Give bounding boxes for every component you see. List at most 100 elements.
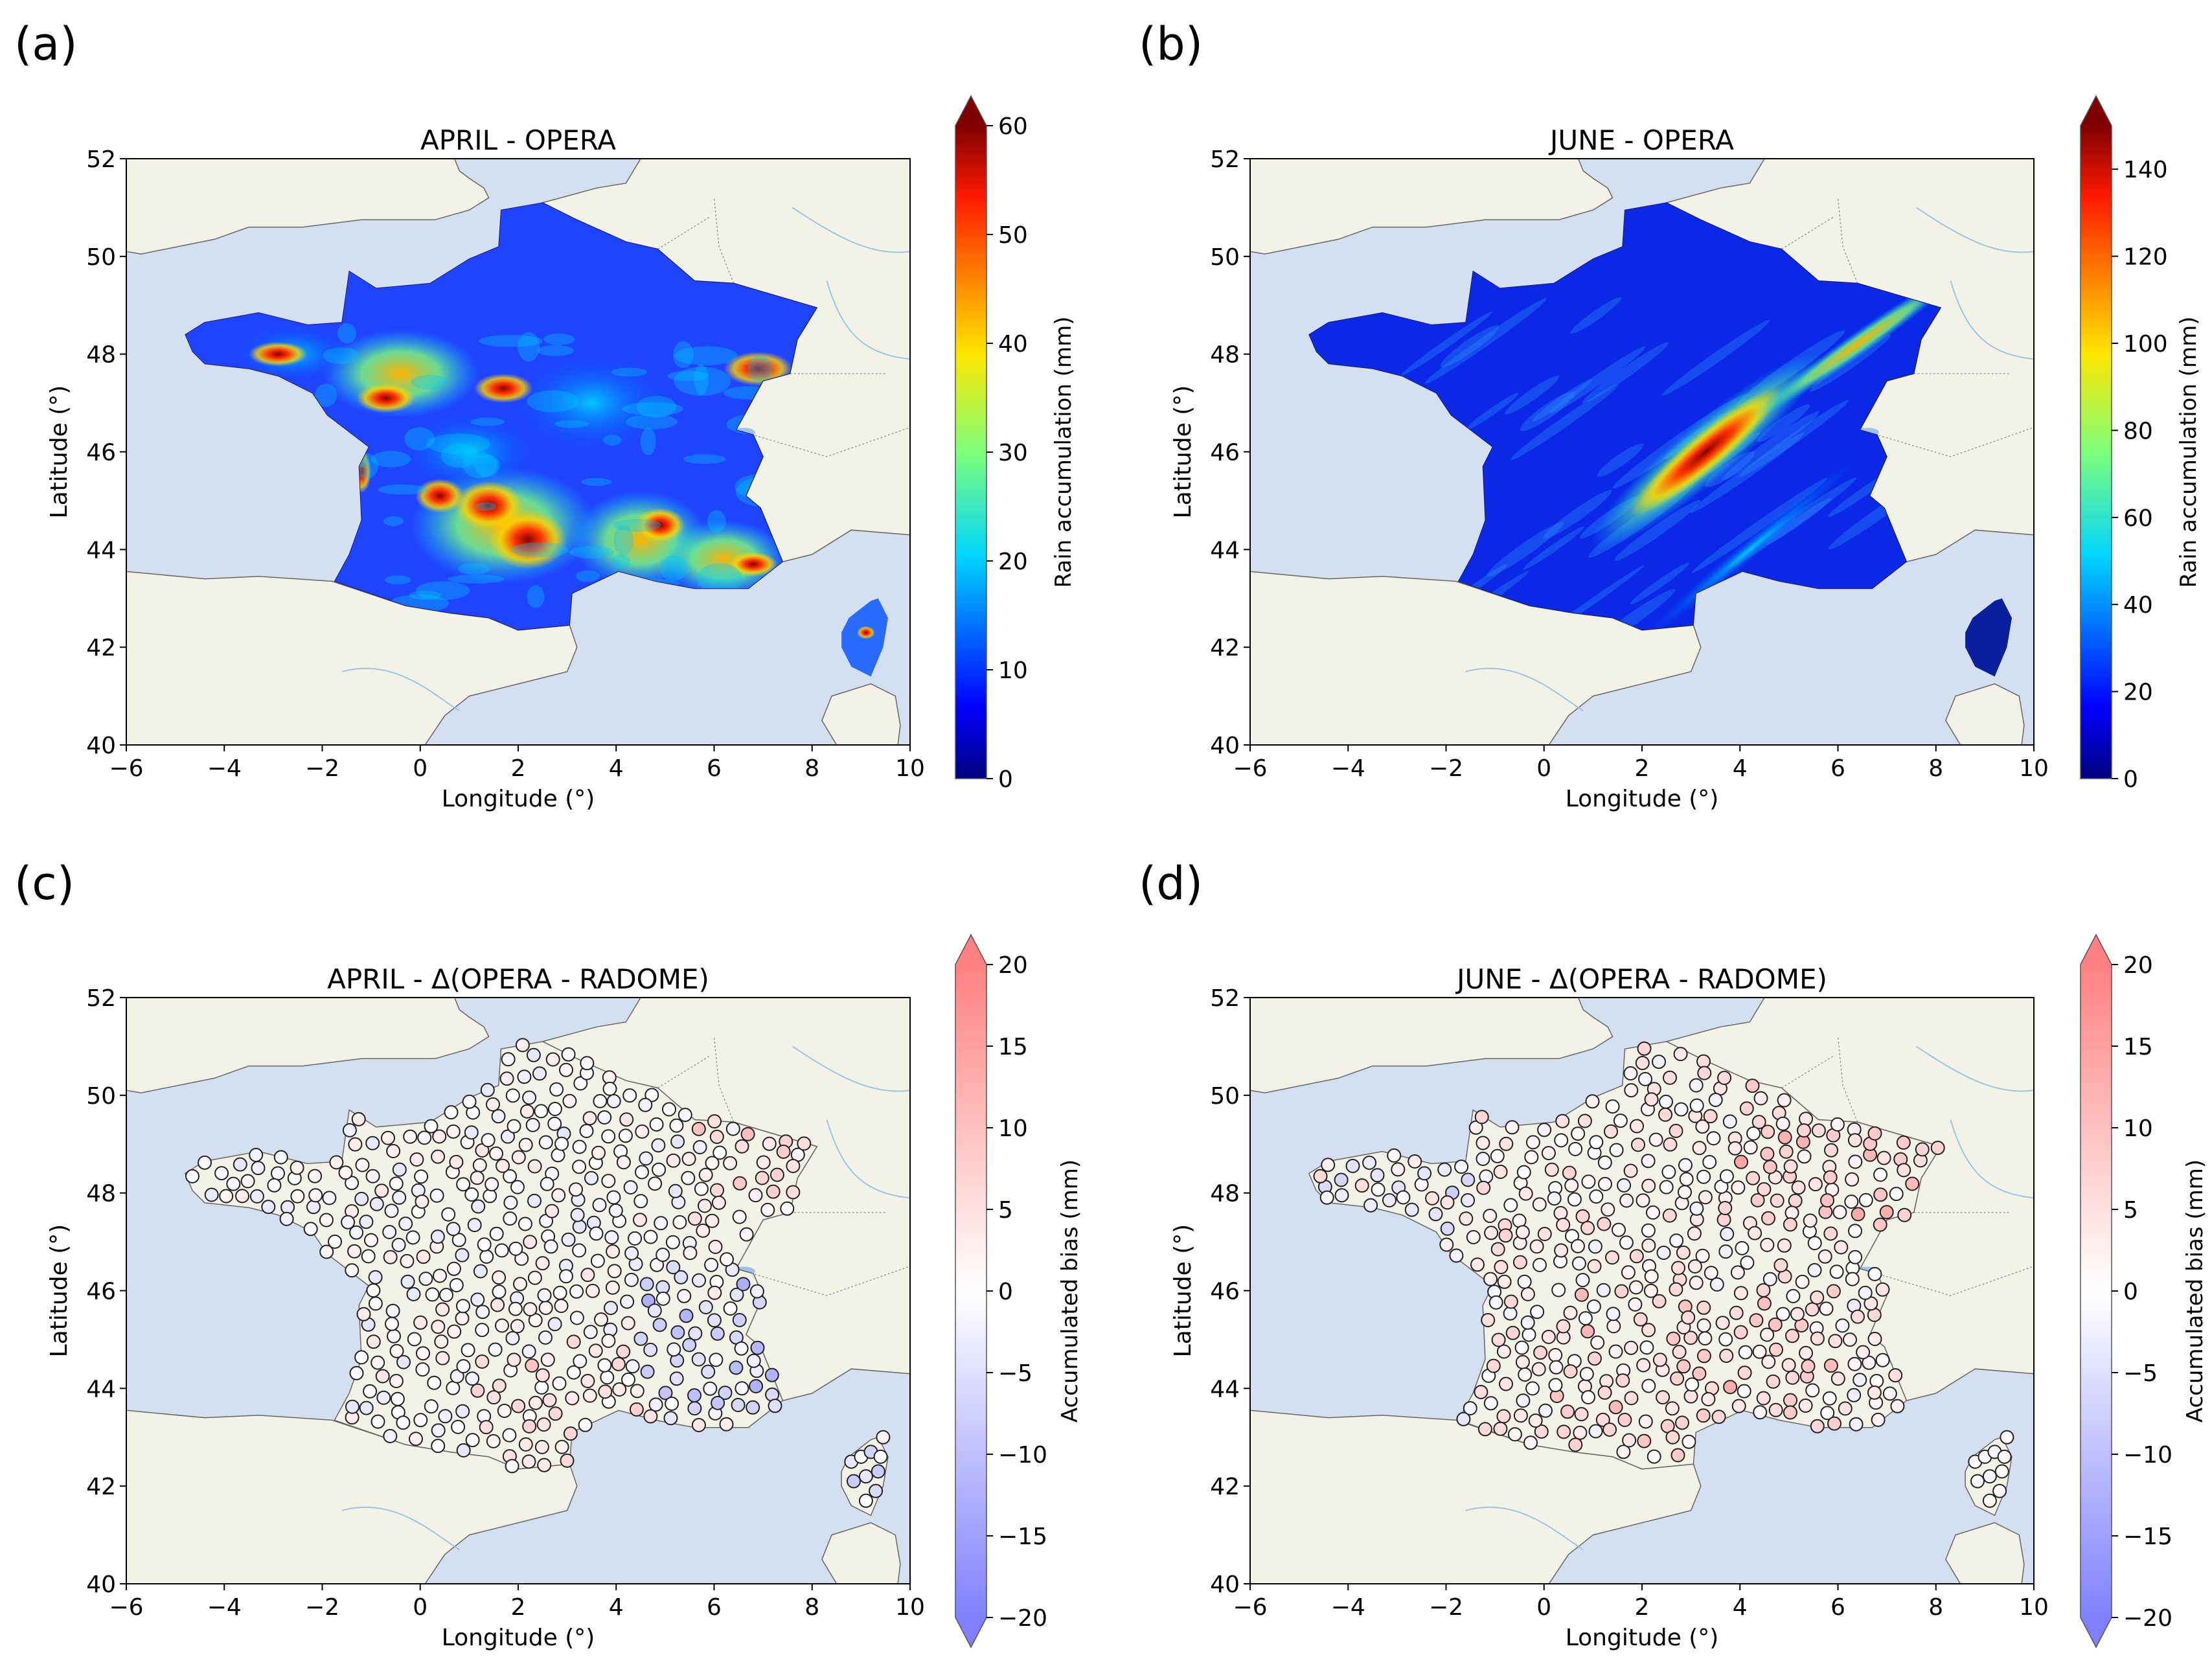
station-marker xyxy=(1382,1193,1397,1207)
station-marker xyxy=(760,1202,775,1217)
x-tick-label: 6 xyxy=(707,1594,722,1621)
station-marker xyxy=(616,1155,631,1170)
y-tick-label: 42 xyxy=(86,1474,116,1500)
station-marker xyxy=(696,1223,711,1238)
station-marker xyxy=(1554,1133,1569,1148)
station-marker xyxy=(1783,1393,1797,1408)
station-marker xyxy=(1425,1191,1440,1205)
colorbar-tick-label: −20 xyxy=(998,1605,1047,1632)
station-marker xyxy=(1696,1300,1711,1315)
station-marker xyxy=(566,1365,581,1380)
country-borders xyxy=(657,198,910,457)
colorbar-label: Rain accumulation (mm) xyxy=(2176,317,2202,588)
colorbar-extend-top xyxy=(955,96,986,126)
station-marker xyxy=(674,1270,689,1285)
map-title: APRIL - OPERA xyxy=(420,124,616,156)
station-marker xyxy=(1624,1391,1639,1406)
station-marker xyxy=(762,1136,777,1151)
station-marker xyxy=(319,1244,334,1259)
station-marker xyxy=(472,1158,487,1172)
y-axis: 40 42 44 46 48 50 52 Latitude (°) xyxy=(1170,985,1250,1598)
station-marker xyxy=(593,1093,608,1108)
x-tick-label: 0 xyxy=(413,1594,428,1621)
station-marker xyxy=(665,1397,679,1411)
station-marker xyxy=(1589,1189,1604,1204)
station-marker xyxy=(687,1211,702,1226)
station-marker xyxy=(1803,1213,1818,1228)
station-marker xyxy=(1628,1280,1643,1295)
station-marker xyxy=(691,1418,706,1432)
station-marker xyxy=(390,1391,405,1406)
x-tick-label: 4 xyxy=(1733,755,1748,782)
station-marker xyxy=(1685,1377,1700,1392)
station-marker xyxy=(1574,1407,1589,1422)
station-marker xyxy=(1834,1240,1849,1255)
station-marker xyxy=(622,1088,637,1103)
station-marker xyxy=(707,1285,722,1300)
station-marker xyxy=(1646,1205,1660,1220)
station-marker xyxy=(1737,1384,1751,1399)
x-tick-label: 2 xyxy=(1635,1594,1650,1621)
station-marker xyxy=(1672,1345,1687,1360)
station-marker xyxy=(746,1400,760,1415)
station-marker xyxy=(734,1341,749,1356)
station-marker xyxy=(1761,1354,1776,1369)
station-marker xyxy=(396,1354,411,1369)
colorbar-tick-label: 15 xyxy=(2123,1034,2153,1060)
station-marker xyxy=(1737,1365,1752,1380)
station-marker xyxy=(583,1325,598,1340)
station-marker xyxy=(1404,1202,1419,1217)
station-marker xyxy=(364,1233,378,1248)
station-marker xyxy=(505,1331,520,1345)
station-marker xyxy=(290,1160,304,1175)
station-marker xyxy=(473,1264,488,1279)
colorbar-gradient xyxy=(2081,126,2112,779)
sardinia-land xyxy=(821,1522,901,1584)
station-marker xyxy=(1779,1144,1794,1159)
station-marker xyxy=(261,1200,276,1215)
station-marker xyxy=(1532,1197,1547,1212)
station-marker xyxy=(1575,1209,1590,1224)
country-borders xyxy=(1781,198,2034,457)
station-marker xyxy=(1702,1155,1717,1169)
station-marker xyxy=(719,1417,734,1432)
station-marker xyxy=(667,1342,681,1357)
colorbar-tick-label: 140 xyxy=(2123,157,2168,183)
station-marker xyxy=(703,1381,718,1396)
station-marker xyxy=(624,1246,639,1261)
x-tick-label: −2 xyxy=(1429,755,1463,782)
station-marker xyxy=(1520,1286,1535,1301)
station-marker xyxy=(640,1364,655,1379)
station-marker xyxy=(1722,1114,1737,1129)
station-marker xyxy=(1636,1193,1650,1208)
colorbar-tick-label: 20 xyxy=(998,549,1028,575)
station-marker xyxy=(1753,1091,1768,1106)
station-marker xyxy=(750,1340,765,1355)
station-marker xyxy=(456,1299,470,1314)
station-marker xyxy=(349,1225,364,1240)
station-marker xyxy=(1498,1228,1513,1243)
rivers xyxy=(1465,1045,2034,1551)
y-tick-label: 42 xyxy=(86,635,116,661)
station-marker xyxy=(1440,1195,1455,1210)
station-marker xyxy=(1844,1194,1859,1209)
station-marker xyxy=(534,1439,549,1454)
station-marker xyxy=(1689,1078,1704,1093)
station-marker xyxy=(1476,1180,1491,1195)
station-marker xyxy=(1695,1119,1710,1134)
station-marker xyxy=(1820,1193,1834,1208)
station-marker xyxy=(387,1329,401,1343)
station-marker xyxy=(1345,1159,1360,1173)
station-marker xyxy=(1679,1172,1694,1187)
station-marker xyxy=(652,1162,667,1177)
station-marker xyxy=(1692,1366,1707,1381)
station-marker xyxy=(1824,1143,1838,1158)
station-marker xyxy=(1588,1424,1603,1439)
station-marker xyxy=(1673,1047,1688,1062)
station-marker xyxy=(563,1426,578,1441)
station-marker xyxy=(1391,1162,1406,1177)
station-marker xyxy=(1797,1123,1811,1138)
station-marker xyxy=(374,1183,389,1198)
station-marker xyxy=(204,1187,219,1202)
station-marker xyxy=(1769,1342,1783,1357)
